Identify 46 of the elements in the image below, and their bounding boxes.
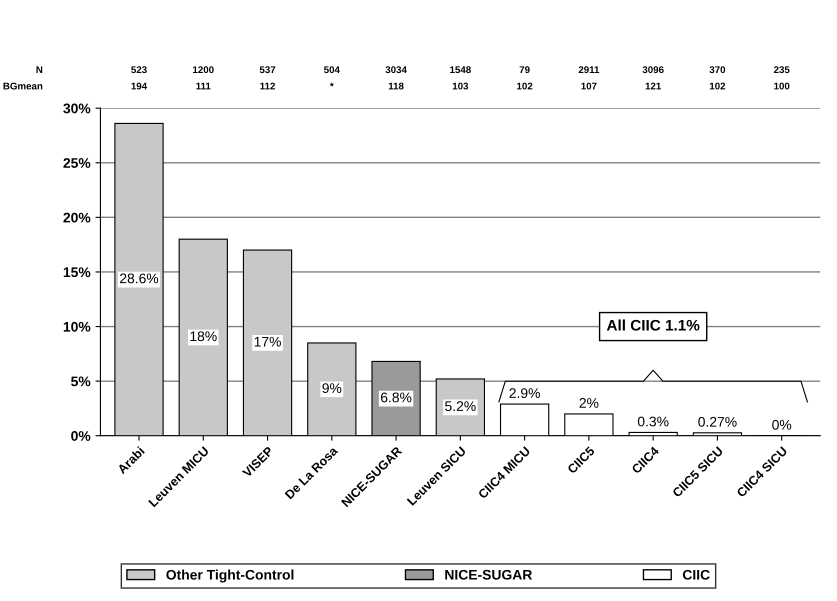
- text: 537: [260, 66, 276, 74]
- legend-label: Other Tight-Control: [166, 569, 294, 582]
- text: 103: [452, 82, 468, 90]
- y-tick-label: 0%: [71, 431, 90, 441]
- text: 102: [517, 82, 532, 90]
- data-label: 2.9%: [509, 388, 540, 398]
- y-tick-label: 15%: [64, 267, 90, 278]
- text: 3096: [642, 66, 664, 74]
- text: 504: [324, 66, 340, 74]
- text: 102: [710, 82, 726, 90]
- text: 111: [196, 82, 211, 90]
- data-label: 9%: [322, 383, 342, 394]
- text: 370: [710, 66, 726, 74]
- data-label: 18%: [190, 331, 217, 342]
- text: 79: [520, 66, 530, 74]
- data-label: 17%: [254, 336, 281, 347]
- text: 194: [132, 82, 148, 90]
- data-label: 5.2%: [445, 401, 476, 412]
- text: 100: [774, 82, 790, 90]
- data-label: 0.27%: [698, 416, 737, 427]
- y-tick-label: 10%: [64, 322, 90, 332]
- text: N: [36, 66, 42, 74]
- text: 3034: [385, 66, 407, 74]
- text: BGmean: [4, 82, 42, 90]
- text: 118: [388, 82, 404, 90]
- text: 1200: [193, 66, 214, 74]
- text: 2911: [578, 66, 600, 74]
- text: 121: [646, 82, 661, 90]
- annotation: All CIIC 1.1%: [606, 319, 700, 331]
- y-tick-label: 30%: [63, 104, 90, 114]
- text: 1548: [450, 66, 471, 74]
- data-label: 2%: [580, 398, 598, 408]
- data-label: 0%: [772, 420, 792, 430]
- data-label: 0.3%: [638, 416, 668, 426]
- data-label: 6.8%: [380, 392, 412, 402]
- text: 235: [774, 66, 790, 74]
- y-tick-label: 20%: [63, 212, 90, 223]
- legend-label: NICE-SUGAR: [445, 570, 532, 580]
- text: *: [330, 82, 334, 86]
- y-tick-label: 25%: [63, 158, 90, 168]
- text: 112: [260, 82, 275, 90]
- text: 107: [581, 82, 597, 90]
- y-tick-label: 5%: [71, 376, 90, 386]
- legend-label: CIIC: [682, 570, 710, 580]
- data-label: 28.6%: [120, 273, 158, 284]
- text: 523: [131, 66, 147, 74]
